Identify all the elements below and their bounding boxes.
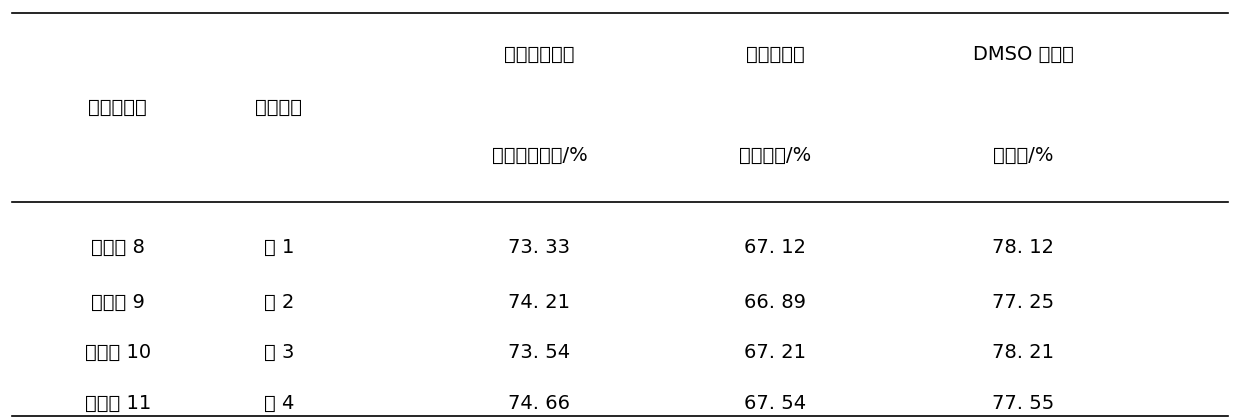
Text: 套 1: 套 1 [264,238,294,257]
Text: 77. 25: 77. 25 [992,293,1054,312]
Text: 67. 54: 67. 54 [744,394,806,413]
Text: DMSO 对苯乙: DMSO 对苯乙 [972,45,1074,64]
Text: 套 3: 套 3 [264,343,294,362]
Text: 78. 12: 78. 12 [992,238,1054,257]
Text: 苯甲醛对苯: 苯甲醛对苯 [745,45,805,64]
Text: 实施例 11: 实施例 11 [84,394,151,413]
Text: 实施例 8: 实施例 8 [91,238,145,257]
Text: 73. 54: 73. 54 [508,343,570,362]
Text: 74. 21: 74. 21 [508,293,570,312]
Text: 73. 33: 73. 33 [508,238,570,257]
Text: 三氟二氯丙醛: 三氟二氯丙醛 [505,45,574,64]
Text: 67. 12: 67. 12 [744,238,806,257]
Text: 套 2: 套 2 [264,293,294,312]
Text: 乙烯收率/%: 乙烯收率/% [739,146,811,165]
Text: 对苯乙烯收率/%: 对苯乙烯收率/% [491,146,588,165]
Text: 77. 55: 77. 55 [992,394,1054,413]
Text: 实施例 10: 实施例 10 [84,343,151,362]
Text: 实施例编号: 实施例编号 [88,97,148,117]
Text: 烯收率/%: 烯收率/% [993,146,1053,165]
Text: 78. 21: 78. 21 [992,343,1054,362]
Text: 实施例 9: 实施例 9 [91,293,145,312]
Text: 67. 21: 67. 21 [744,343,806,362]
Text: 74. 66: 74. 66 [508,394,570,413]
Text: 66. 89: 66. 89 [744,293,806,312]
Text: 套 4: 套 4 [264,394,294,413]
Text: 套用次数: 套用次数 [255,97,303,117]
